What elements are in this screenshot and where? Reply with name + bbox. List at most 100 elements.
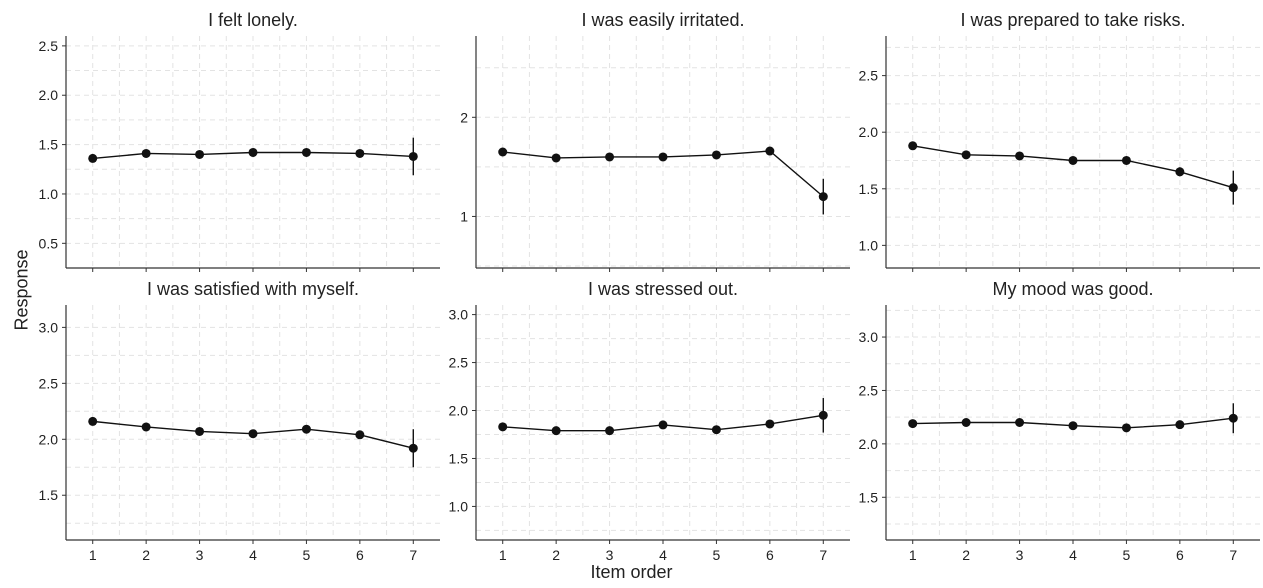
y-tick-label: 2.0	[859, 124, 879, 140]
y-tick-label: 2.5	[859, 382, 879, 398]
data-point	[1015, 151, 1025, 161]
x-tick-label: 4	[1069, 547, 1077, 563]
x-tick-label: 6	[356, 547, 364, 563]
data-point	[1228, 413, 1238, 423]
data-point	[605, 152, 615, 162]
data-point	[605, 426, 615, 436]
data-point	[1228, 183, 1238, 193]
x-tick-label: 3	[606, 547, 614, 563]
facet-panel: I was stressed out. 1.0 1.5 2.0 2.5 3.0 1 2 3 4 5 6…	[449, 279, 850, 563]
data-point	[1015, 418, 1025, 427]
y-tick-label: 1.5	[39, 487, 59, 503]
x-tick-label: 2	[142, 547, 150, 563]
data-point	[408, 443, 418, 453]
y-tick-label: 1.5	[859, 489, 879, 505]
data-point	[141, 148, 151, 158]
data-point	[818, 410, 828, 420]
x-tick-label: 3	[196, 547, 204, 563]
y-tick-label: 2	[460, 109, 468, 125]
data-point	[908, 419, 918, 429]
data-point	[765, 419, 775, 429]
x-tick-label: 7	[1229, 547, 1237, 563]
y-tick-label: 2.5	[39, 38, 59, 54]
data-point	[961, 418, 971, 427]
panel-title: I felt lonely.	[208, 10, 298, 30]
x-tick-label: 4	[249, 547, 257, 563]
panel-title: I was satisfied with myself.	[147, 279, 359, 299]
y-tick-label: 2.5	[859, 68, 879, 84]
y-tick-label: 1.0	[449, 498, 469, 514]
data-point	[1068, 155, 1078, 165]
x-tick-label: 1	[89, 547, 97, 563]
data-point	[961, 150, 971, 160]
facet-panel: I was satisfied with myself. 1.5 2.0 2.5 3.0…	[39, 279, 440, 563]
x-tick-label: 7	[409, 547, 417, 563]
data-point	[141, 422, 151, 432]
data-point	[818, 192, 828, 202]
data-point	[248, 147, 258, 157]
data-point	[355, 430, 365, 440]
y-tick-label: 2.0	[449, 403, 469, 419]
panel-title: My mood was good.	[992, 279, 1153, 299]
data-point	[765, 146, 775, 156]
data-point	[88, 153, 98, 163]
y-tick-label: 2.0	[859, 436, 879, 452]
x-tick-label: 5	[713, 547, 721, 563]
x-tick-label: 3	[1016, 547, 1024, 563]
x-tick-label: 1	[909, 547, 917, 563]
data-point	[301, 147, 311, 157]
y-tick-label: 3.0	[39, 319, 59, 335]
x-tick-label: 5	[303, 547, 311, 563]
facet-panel: I felt lonely. 0.5 1.0 1.5 2.0 2.5	[39, 10, 440, 272]
y-tick-label: 0.5	[39, 235, 59, 251]
y-tick-label: 1.5	[39, 137, 59, 153]
x-tick-label: 7	[819, 547, 827, 563]
panel-title: I was easily irritated.	[581, 10, 744, 30]
x-tick-label: 6	[1176, 547, 1184, 563]
panel-title: I was prepared to take risks.	[960, 10, 1185, 30]
data-point	[498, 422, 508, 432]
x-tick-label: 6	[766, 547, 774, 563]
data-point	[355, 148, 365, 158]
data-point	[1175, 167, 1185, 177]
x-tick-label: 1	[499, 547, 507, 563]
x-axis-label: Item order	[590, 562, 673, 582]
data-point	[498, 147, 508, 157]
data-point	[658, 420, 668, 430]
data-point	[195, 426, 205, 436]
data-point	[301, 424, 311, 434]
data-point	[711, 150, 721, 160]
data-point	[195, 149, 205, 159]
data-point	[408, 151, 418, 161]
data-point	[1068, 421, 1078, 431]
data-point	[1121, 423, 1131, 433]
data-point	[248, 429, 258, 439]
y-tick-label: 1.0	[859, 237, 879, 253]
data-point	[551, 153, 561, 163]
data-point	[1121, 155, 1131, 165]
y-tick-label: 2.5	[449, 355, 469, 371]
x-tick-label: 4	[659, 547, 667, 563]
x-tick-label: 2	[962, 547, 970, 563]
y-axis-label: Response	[11, 249, 32, 331]
facet-panel: My mood was good. 1.5 2.0 2.5 3.0 1 2 3 4 5 6 7	[859, 279, 1260, 563]
y-tick-label: 2.5	[39, 375, 59, 391]
y-tick-label: 1.5	[859, 181, 879, 197]
x-tick-label: 2	[552, 547, 560, 563]
y-tick-label: 1.5	[449, 450, 469, 466]
facet-panel: I was easily irritated. 1 2	[460, 10, 850, 272]
y-tick-label: 3.0	[449, 307, 469, 323]
panel-title: I was stressed out.	[588, 279, 738, 299]
y-tick-label: 1	[460, 208, 468, 224]
data-point	[908, 141, 918, 151]
y-axis-label-wrap: Response	[10, 160, 34, 420]
data-point	[1175, 420, 1185, 430]
y-tick-label: 1.0	[39, 186, 59, 202]
data-point	[88, 416, 98, 426]
data-point	[551, 426, 561, 436]
facet-panel: I was prepared to take risks. 1.0 1.5 2.0 2.…	[859, 10, 1260, 272]
data-point	[658, 152, 668, 162]
y-tick-label: 2.0	[39, 87, 59, 103]
